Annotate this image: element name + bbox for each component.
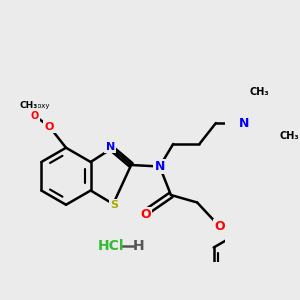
Text: S: S [111, 200, 119, 211]
Text: CH₃: CH₃ [20, 100, 38, 109]
Text: O: O [214, 220, 225, 233]
Text: O: O [45, 122, 54, 132]
Text: HCl: HCl [98, 239, 124, 253]
Text: O: O [30, 110, 39, 121]
Text: N: N [154, 160, 165, 173]
Text: H: H [133, 239, 145, 253]
Text: N: N [106, 142, 115, 152]
Text: methoxy: methoxy [19, 103, 50, 109]
Text: CH₃: CH₃ [250, 86, 269, 97]
Text: CH₃: CH₃ [280, 131, 299, 141]
Text: O: O [140, 208, 151, 221]
Text: N: N [239, 116, 250, 130]
Text: O: O [29, 107, 37, 118]
